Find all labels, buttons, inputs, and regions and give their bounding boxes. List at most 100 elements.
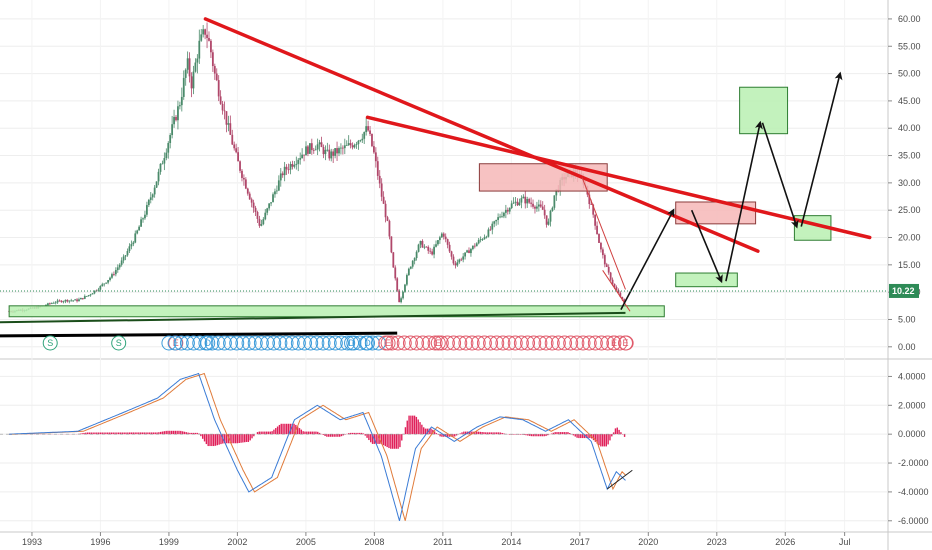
price-candle <box>417 244 420 252</box>
price-candle <box>524 196 527 204</box>
y-tick-label-main: 15.00 <box>898 260 921 270</box>
projection-arrow <box>725 120 763 282</box>
wedge-line <box>602 270 631 312</box>
price-candle <box>254 207 257 212</box>
price-candle <box>601 249 604 256</box>
price-candle <box>305 146 307 156</box>
x-tick-label: 2026 <box>775 537 795 547</box>
price-candle <box>256 211 259 219</box>
price-candle <box>495 219 498 222</box>
price-candle <box>47 303 49 306</box>
price-candle <box>229 123 232 135</box>
event-marker-letter: E <box>385 338 391 348</box>
price-candle <box>208 37 210 41</box>
price-candle <box>357 140 360 145</box>
price-candle <box>353 144 356 148</box>
event-marker-letter: S <box>116 338 122 348</box>
price-candle <box>281 173 284 176</box>
price-candle <box>111 274 113 278</box>
event-marker-dot <box>458 335 474 351</box>
event-marker-dot <box>612 335 628 351</box>
price-candle <box>363 132 366 139</box>
price-candle <box>114 270 117 275</box>
y-tick-label-indicator: 0.0000 <box>898 429 926 439</box>
event-marker-dot <box>415 335 431 351</box>
event-marker-dot <box>167 335 183 351</box>
price-candle <box>609 272 612 280</box>
price-candle <box>297 159 300 164</box>
event-marker-dot <box>409 335 425 351</box>
price-candle <box>338 148 340 154</box>
price-candle <box>504 209 507 213</box>
price-candle <box>198 40 201 59</box>
price-candle <box>452 256 455 264</box>
price-candle <box>74 299 77 301</box>
price-candle <box>316 144 319 150</box>
price-candle <box>318 142 321 145</box>
price-candle <box>188 58 191 77</box>
price-candle <box>421 240 424 248</box>
price-candle <box>219 96 222 104</box>
price-candle <box>380 183 383 197</box>
price-candle <box>175 116 177 121</box>
price-candle <box>448 244 451 252</box>
price-candle <box>237 152 239 162</box>
price-candle <box>623 299 626 303</box>
price-candle <box>155 181 158 188</box>
price-candle <box>83 296 86 299</box>
price-candle <box>272 194 274 203</box>
price-candle <box>142 218 144 220</box>
event-marker-dot <box>229 335 245 351</box>
price-candle <box>615 287 618 291</box>
price-candle <box>603 255 606 265</box>
price-candle <box>204 29 207 35</box>
event-marker-dot <box>402 335 418 351</box>
price-candle <box>409 266 412 269</box>
price-candle <box>279 173 282 181</box>
price-candle <box>481 239 484 240</box>
price-candle <box>60 300 63 303</box>
price-candle <box>402 291 404 299</box>
event-marker-dot <box>321 335 337 351</box>
price-candle <box>541 206 544 210</box>
event-marker-dot <box>557 335 573 351</box>
event-marker-dot <box>544 335 560 351</box>
price-candle <box>532 203 534 207</box>
price-candle <box>607 266 610 273</box>
y-tick-label-main: 30.00 <box>898 178 921 188</box>
indicator-pane[interactable] <box>0 372 888 522</box>
event-marker-letter: E <box>622 338 628 348</box>
price-candle <box>266 208 269 213</box>
x-tick-label: 1999 <box>159 537 179 547</box>
signal-line <box>9 372 626 521</box>
price-candle <box>116 267 119 271</box>
event-marker-dot <box>253 335 269 351</box>
event-marker-dot <box>483 335 499 351</box>
event-marker-dot <box>390 335 406 351</box>
price-candle <box>345 145 348 146</box>
price-candle <box>308 143 311 154</box>
price-candle <box>431 251 434 255</box>
event-marker-dot <box>587 335 603 351</box>
price-candle <box>536 206 538 209</box>
price-candle <box>289 164 292 170</box>
price-candle <box>184 69 187 78</box>
base-line <box>0 311 626 324</box>
price-candle <box>122 256 125 261</box>
price-candle <box>388 220 391 237</box>
base-line <box>0 331 398 338</box>
event-marker-dot <box>476 335 492 351</box>
price-candle <box>411 260 414 267</box>
price-candle <box>518 202 521 206</box>
price-candle <box>508 208 511 212</box>
y-tick-label-main: 0.00 <box>898 342 916 352</box>
price-candle <box>543 209 546 216</box>
price-candle <box>617 290 620 293</box>
price-candle <box>351 145 354 148</box>
price-candle <box>487 229 490 237</box>
price-candle <box>473 245 476 247</box>
price-candle <box>171 124 174 136</box>
x-tick-label: 2014 <box>501 537 521 547</box>
event-marker-dot <box>315 335 331 351</box>
